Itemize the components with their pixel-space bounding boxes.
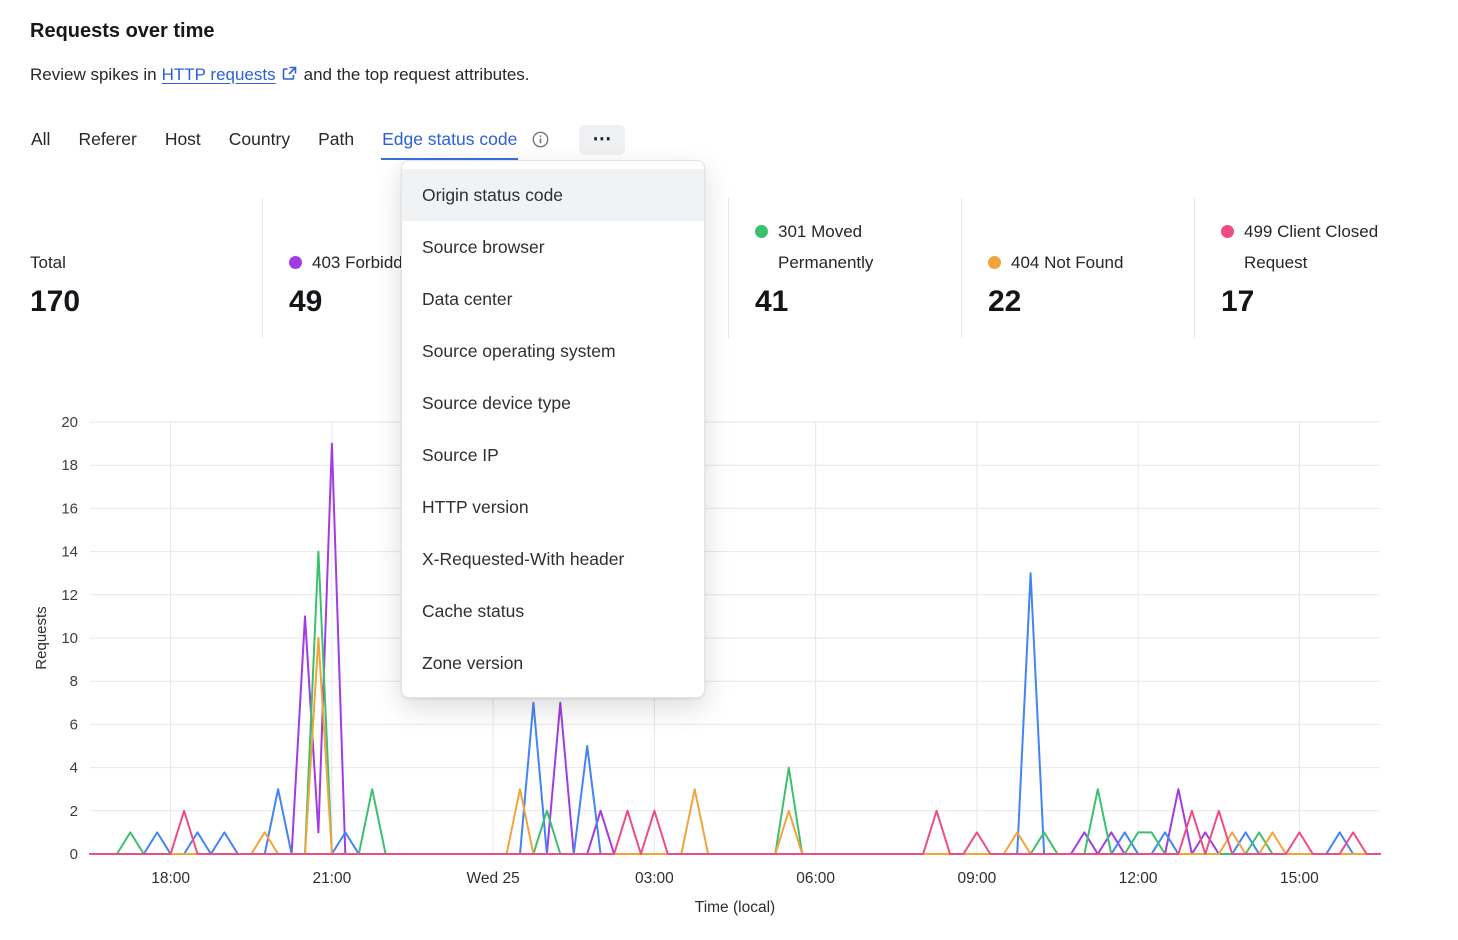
menu-item-origin-status-code[interactable]: Origin status code [402,169,704,221]
y-tick-label: 10 [61,630,78,647]
subtitle-suffix: and the top request attributes. [303,65,530,84]
x-tick-label: 03:00 [635,870,674,887]
stat-499-client-closed-request: 499 Client Closed Request 17 [1195,198,1428,338]
tab-host[interactable]: Host [164,125,202,160]
series-line-1[interactable] [89,572,1381,855]
series-line-3[interactable] [89,637,1381,855]
y-tick-label: 2 [70,803,78,820]
menu-item-data-center[interactable]: Data center [422,289,513,309]
menu-item-cache-status[interactable]: Cache status [422,601,525,621]
menu-item-source-ip[interactable]: Source IP [422,445,499,465]
x-tick-label: 12:00 [1119,870,1158,887]
stat-value: 170 [30,285,81,318]
legend-dot-301 [755,225,768,238]
y-tick-label: 4 [70,760,78,777]
tab-edge-status-code[interactable]: Edge status code [381,125,519,160]
x-tick-label: 21:00 [312,870,351,887]
menu-item-source-operating-system[interactable]: Source operating system [422,341,616,361]
y-tick-label: 14 [61,544,78,561]
stat-label: 403 Forbidden [312,253,422,272]
menu-item-x-requested-with-header[interactable]: X-Requested-With header [422,549,625,569]
tab-referer[interactable]: Referer [77,125,137,160]
subtitle: Review spikes in HTTP requests and the top… [30,62,1428,89]
attribute-tabs: All Referer Host Country Path Edge statu… [30,124,1428,160]
stat-hidden-behind-menu [496,198,729,338]
stat-label: 301 Moved Permanently [778,222,874,272]
y-axis-title: Requests [33,606,50,669]
legend-dot-499 [1221,225,1234,238]
x-tick-label: 09:00 [957,870,996,887]
menu-item-http-version[interactable]: HTTP version [422,497,529,517]
series-line-0[interactable] [89,442,1381,855]
chart-svg[interactable]: 0 2 4 6 8 10 12 14 16 18 20 18:00 21:00 Wed 25 03:00 06… [30,406,1428,926]
menu-item-zone-version[interactable]: Zone version [422,653,524,673]
stats-row: Total 170 403 Forbidden 49 301 Moved Per… [30,198,1428,338]
x-axis-title: Time (local) [695,899,775,916]
stat-label: 404 Not Found [1011,253,1124,272]
series-line-4[interactable] [89,809,1381,855]
external-link-icon [282,63,297,89]
stat-label: 499 Client Closed Request [1244,222,1379,272]
menu-item-source-device-type[interactable]: Source device type [422,393,571,413]
stat-total: Total 170 [30,198,263,338]
legend-dot-403 [289,256,302,269]
tab-path[interactable]: Path [317,125,355,160]
series-line-2[interactable] [89,550,1381,855]
http-requests-link[interactable]: HTTP requests [161,65,276,84]
y-tick-label: 18 [61,457,78,474]
x-tick-label: 18:00 [151,870,190,887]
page-title: Requests over time [30,20,215,42]
stat-label: Total [30,253,66,272]
menu-item-source-browser[interactable]: Source browser [422,237,545,257]
stat-value: 41 [755,285,789,318]
legend-dot-404 [988,256,1001,269]
stat-301-moved-permanently: 301 Moved Permanently 41 [729,198,962,338]
requests-chart-area[interactable]: 0 2 4 6 8 10 12 14 16 18 20 18:00 21:00 Wed 25 03:00 06… [30,406,1428,931]
y-tick-label: 16 [61,500,78,517]
stat-403-forbidden: 403 Forbidden 49 [263,198,496,338]
x-tick-label: Wed 25 [467,870,520,887]
stat-404-not-found: 404 Not Found 22 [962,198,1195,338]
stat-value: 22 [988,285,1022,318]
attribute-dropdown-menu: Origin status code Source browser Data c… [401,160,705,698]
y-tick-label: 12 [61,587,78,604]
info-icon[interactable] [532,131,549,148]
x-tick-label: 15:00 [1280,870,1319,887]
more-attributes-button[interactable]: ⋯ [579,124,626,155]
x-tick-label: 06:00 [796,870,835,887]
stat-value: 17 [1221,285,1255,318]
subtitle-prefix: Review spikes in [30,65,157,84]
stat-value: 49 [289,285,323,318]
tab-all[interactable]: All [30,125,51,160]
y-tick-label: 6 [70,716,78,733]
tab-country[interactable]: Country [228,125,291,160]
y-tick-label: 20 [61,414,78,431]
y-tick-label: 0 [70,846,78,863]
y-tick-label: 8 [70,673,78,690]
